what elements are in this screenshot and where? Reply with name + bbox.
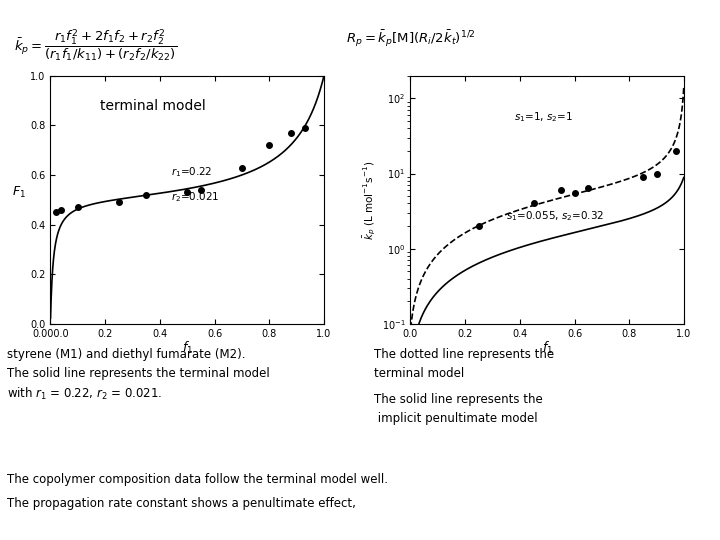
Text: styrene (M1) and diethyl fumarate (M2).: styrene (M1) and diethyl fumarate (M2). bbox=[7, 348, 246, 361]
Text: terminal model: terminal model bbox=[99, 99, 205, 113]
Text: The propagation rate constant shows a penultimate effect,: The propagation rate constant shows a pe… bbox=[7, 497, 356, 510]
X-axis label: $f_1$: $f_1$ bbox=[541, 340, 553, 356]
Text: with $r_1$ = 0.22, $r_2$ = 0.021.: with $r_1$ = 0.22, $r_2$ = 0.021. bbox=[7, 386, 163, 402]
Text: implicit penultimate model: implicit penultimate model bbox=[374, 412, 538, 425]
Text: $r_2$=0.021: $r_2$=0.021 bbox=[171, 190, 220, 204]
Text: The copolymer composition data follow the terminal model well.: The copolymer composition data follow th… bbox=[7, 472, 388, 485]
Text: terminal model: terminal model bbox=[374, 367, 464, 380]
Text: $s_1$=0.055, $s_2$=0.32: $s_1$=0.055, $s_2$=0.32 bbox=[506, 210, 605, 224]
Text: The dotted line represents the: The dotted line represents the bbox=[374, 348, 554, 361]
Text: The solid line represents the: The solid line represents the bbox=[374, 393, 543, 406]
Y-axis label: $F_1$: $F_1$ bbox=[12, 185, 26, 200]
Y-axis label: $\bar{k}_p$ (L mol$^{-1}$s$^{-1}$): $\bar{k}_p$ (L mol$^{-1}$s$^{-1}$) bbox=[361, 160, 377, 240]
Text: $\bar{k}_p = \dfrac{r_1 f_1^2 + 2f_1 f_2 + r_2 f_2^2}{(r_1 f_1/k_{11}) + (r_2 f_: $\bar{k}_p = \dfrac{r_1 f_1^2 + 2f_1 f_2… bbox=[14, 28, 177, 64]
Text: The solid line represents the terminal model: The solid line represents the terminal m… bbox=[7, 367, 270, 380]
Text: $R_p = \bar{k}_p[\mathrm{M}](R_i/2\bar{k}_t)^{1/2}$: $R_p = \bar{k}_p[\mathrm{M}](R_i/2\bar{k… bbox=[346, 28, 476, 49]
Text: $r_1$=0.22: $r_1$=0.22 bbox=[171, 165, 212, 179]
X-axis label: $f_1$: $f_1$ bbox=[181, 340, 193, 356]
Text: $s_1$=1, $s_2$=1: $s_1$=1, $s_2$=1 bbox=[514, 110, 573, 124]
